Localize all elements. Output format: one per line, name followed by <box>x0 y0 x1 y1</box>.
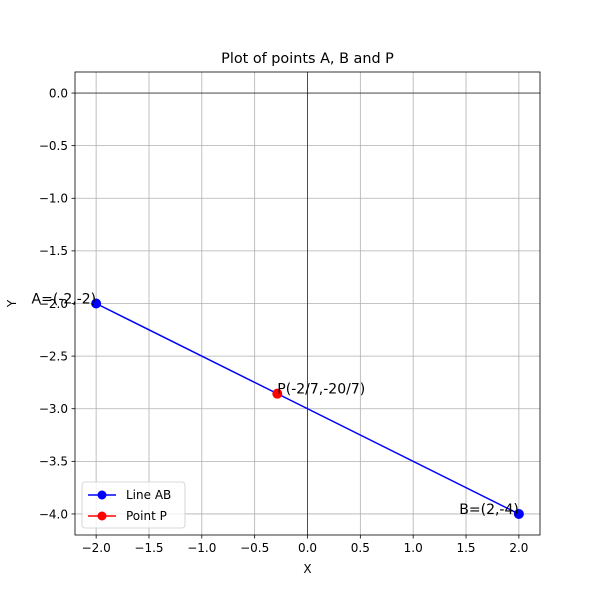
y-tick-label: −0.5 <box>39 139 68 153</box>
legend-marker-line-ab <box>97 490 107 500</box>
zero-axis-lines <box>75 72 540 535</box>
data-point-line-ab <box>513 508 524 519</box>
data-point-line-ab <box>91 298 102 309</box>
point-annotation: P(-2/7,-20/7) <box>277 382 365 398</box>
x-tick-label: 0.5 <box>351 541 370 555</box>
axis-ticks: −2.0 −1.5 −1.0 −0.5 0.0 0.5 1.0 1.5 2.0 0.0 −0.5 −1… <box>39 86 529 555</box>
chart-title: Plot of points A, B and P <box>221 51 394 67</box>
data-point-point-p <box>272 388 283 399</box>
x-tick-label: −1.5 <box>134 541 163 555</box>
legend-label-point-p: Point P <box>126 509 167 523</box>
x-axis-label: X <box>303 562 311 576</box>
y-tick-label: −1.0 <box>39 192 68 206</box>
y-tick-label: 0.0 <box>49 86 68 100</box>
point-annotation: A=(-2,-2) <box>32 292 97 308</box>
legend: Line AB Point P <box>81 481 186 529</box>
x-tick-label: 1.5 <box>456 541 475 555</box>
series-line-line-ab <box>95 302 520 515</box>
x-tick-label: 1.0 <box>404 541 423 555</box>
annotations: A=(-2,-2) B=(2,-4) P(-2/7,-20/7) <box>32 292 519 518</box>
series-layer <box>91 298 524 519</box>
y-tick-label: −2.5 <box>39 349 68 363</box>
y-tick-label: −1.5 <box>39 244 68 258</box>
x-tick-label: −2.0 <box>82 541 111 555</box>
legend-marker-point-p <box>97 511 107 521</box>
y-tick-label: −4.0 <box>39 507 68 521</box>
y-tick-label: −3.0 <box>39 402 68 416</box>
y-tick-label: −2.0 <box>39 297 68 311</box>
point-annotation: B=(2,-4) <box>459 502 519 518</box>
y-axis-label: Y <box>5 299 19 308</box>
x-tick-label: −0.5 <box>240 541 269 555</box>
x-tick-label: 0.0 <box>298 541 317 555</box>
legend-label-line-ab: Line AB <box>126 488 171 502</box>
x-tick-label: 2.0 <box>509 541 528 555</box>
y-tick-label: −3.5 <box>39 455 68 469</box>
x-tick-label: −1.0 <box>187 541 216 555</box>
